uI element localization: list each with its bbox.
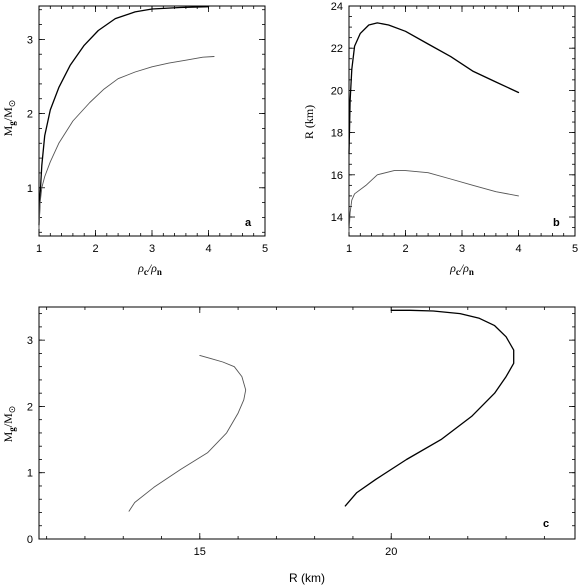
series-line: [38, 6, 210, 226]
panel-a-tag: a: [245, 217, 252, 229]
panel-b-tag: b: [553, 217, 560, 229]
x-tick-label: 5: [262, 243, 268, 255]
series-line: [38, 56, 215, 230]
y-tick-label: 20: [331, 85, 343, 97]
y-tick-label: 2: [27, 109, 33, 121]
y-tick-label: 22: [331, 43, 343, 55]
y-tick-label: 1: [27, 183, 33, 195]
panel-c-tag: c: [543, 518, 549, 530]
panel-c-series: [128, 309, 515, 512]
y-tick-label: 24: [331, 1, 343, 13]
panel-c-xlabel: R (km): [289, 571, 325, 585]
panel-a-ticks: 1 2 3 4 5 1 2 3: [27, 6, 268, 255]
panel-b-xlabel: ρc/ρn: [449, 261, 474, 277]
y-tick-label: 1: [27, 468, 33, 480]
x-tick-label: 3: [149, 243, 155, 255]
panel-c-ylabel: Mg/M⊙: [1, 406, 17, 443]
panel-b-series: [348, 22, 520, 233]
x-tick-label: 20: [385, 546, 397, 558]
x-tick-label: 4: [515, 243, 521, 255]
series-line: [128, 354, 247, 512]
panel-a: 1 2 3 4 5 1 2 3 a ρc/ρn Mg/M⊙: [1, 5, 268, 277]
panel-a-ylabel: Mg/M⊙: [1, 100, 17, 137]
x-tick-label: 1: [36, 243, 42, 255]
y-tick-label: 16: [331, 170, 343, 182]
series-line: [348, 170, 519, 233]
panel-a-xlabel: ρc/ρn: [137, 261, 162, 277]
panel-c: 15 20 0 1 2 3 c R (km) Mg/M⊙: [1, 306, 576, 585]
series-line: [344, 309, 515, 507]
panel-a-series: [38, 6, 215, 230]
x-tick-label: 1: [346, 243, 352, 255]
panel-b-ticks: 1 2 3 4 5 14 16 18 20 22 24: [331, 1, 578, 255]
panel-c-ticks: 15 20 0 1 2 3: [27, 307, 575, 558]
panel-b-frame: [348, 5, 576, 237]
panel-b-ylabel: R (km): [302, 105, 316, 139]
y-tick-label: 18: [331, 128, 343, 140]
x-tick-label: 3: [459, 243, 465, 255]
y-tick-label: 14: [331, 212, 343, 224]
x-tick-label: 5: [572, 243, 578, 255]
panel-b: 1 2 3 4 5 14 16 18 20 22 24 b ρc/ρn R (km): [302, 1, 578, 277]
series-line: [348, 22, 520, 155]
panel-c-frame: [38, 306, 576, 540]
x-tick-label: 4: [205, 243, 211, 255]
x-tick-label: 2: [402, 243, 408, 255]
x-tick-label: 15: [194, 546, 206, 558]
y-tick-label: 3: [27, 335, 33, 347]
y-tick-label: 2: [27, 401, 33, 413]
x-tick-label: 2: [92, 243, 98, 255]
y-tick-label: 0: [27, 534, 33, 546]
y-tick-label: 3: [27, 34, 33, 46]
